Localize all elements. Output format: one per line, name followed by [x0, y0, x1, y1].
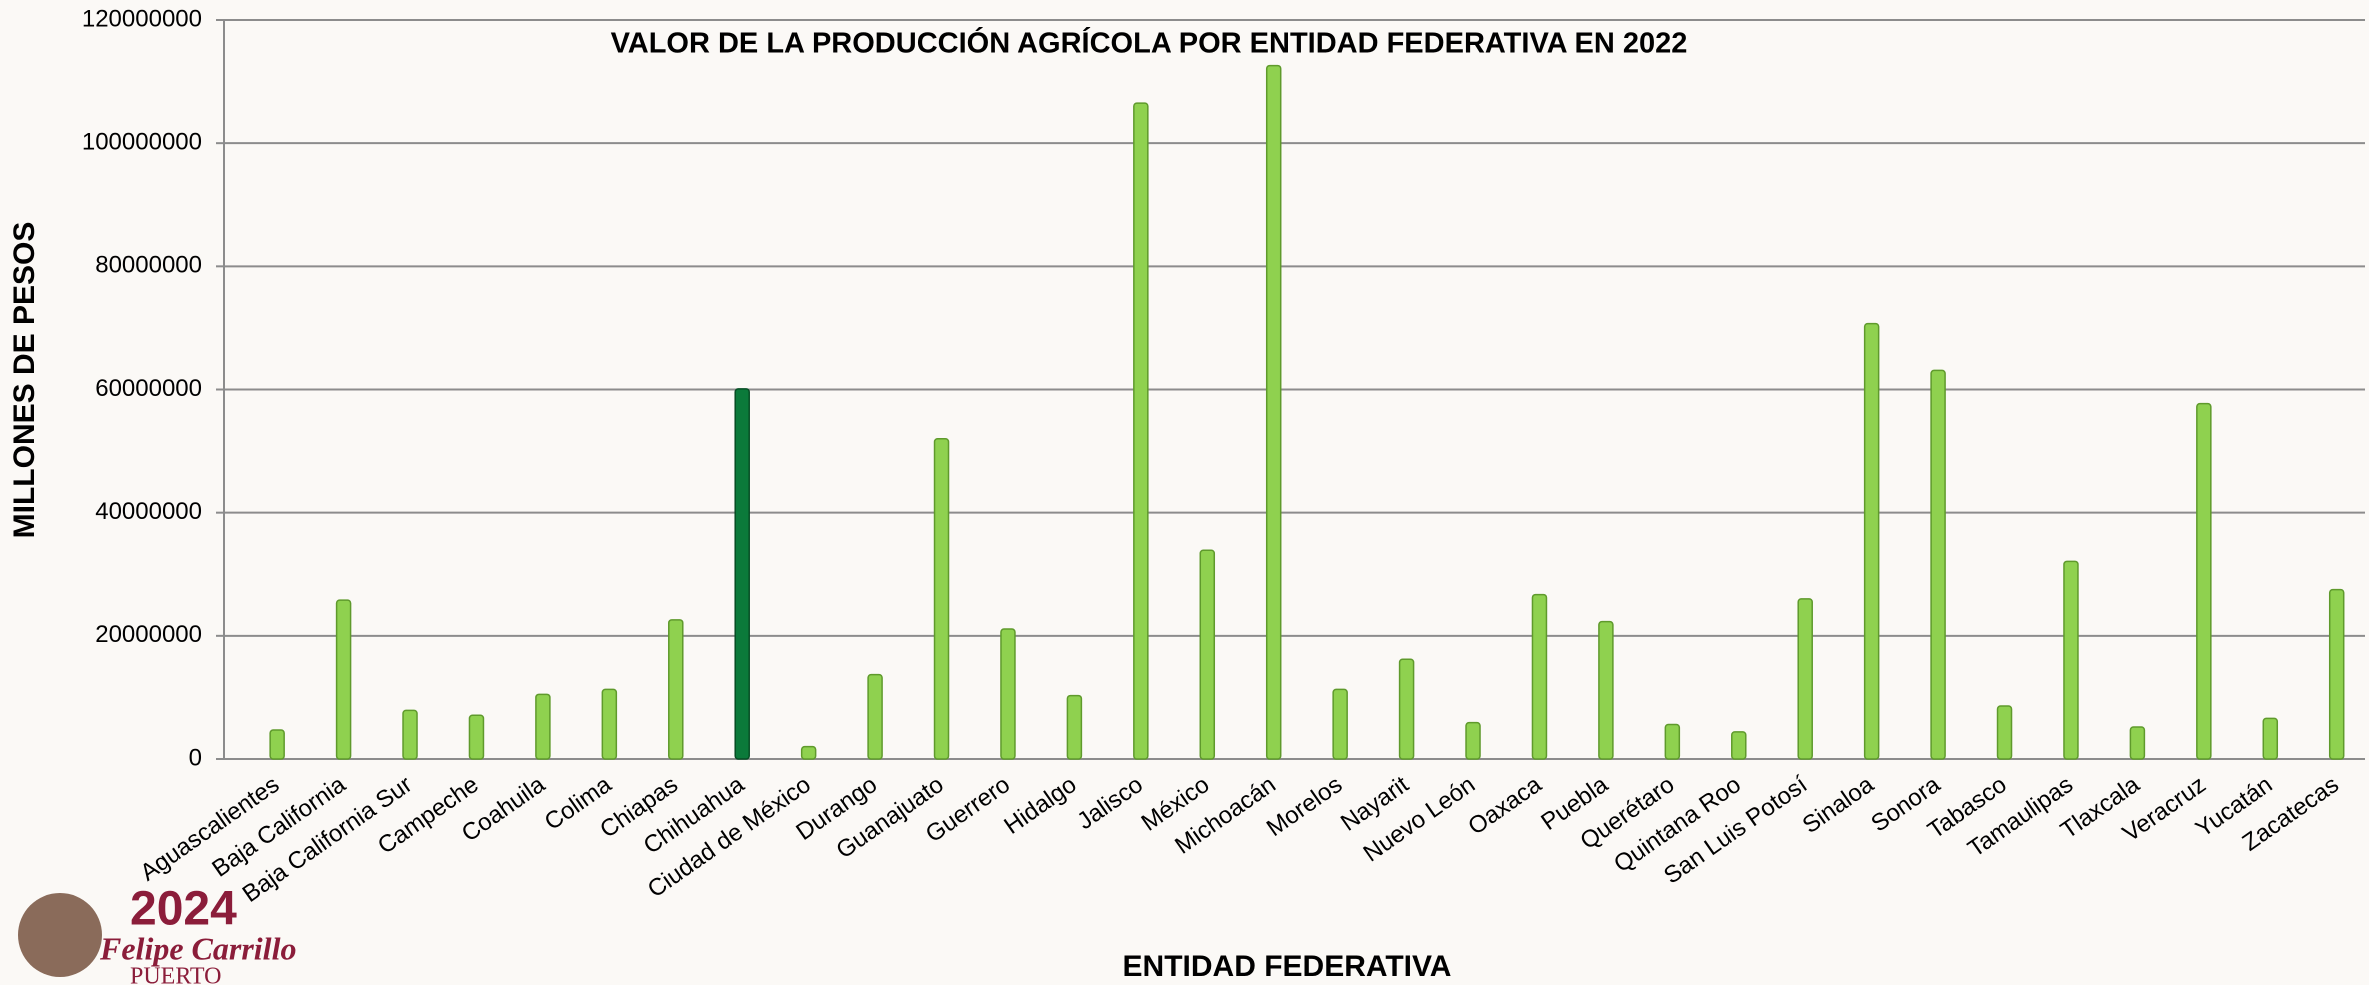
y-tick-label: 60000000: [95, 375, 202, 402]
bar: [602, 689, 616, 759]
y-tick-label: 120000000: [82, 5, 202, 32]
bar: [669, 620, 683, 759]
bar: [1998, 706, 2012, 759]
chart: VALOR DE LA PRODUCCIÓN AGRÍCOLA POR ENTI…: [0, 0, 2369, 985]
bar: [935, 439, 949, 759]
logo-name: Felipe Carrillo: [99, 930, 296, 966]
bar: [2064, 561, 2078, 759]
logo-year: 2024: [130, 883, 237, 936]
bar: [735, 389, 749, 759]
y-tick-label: 40000000: [95, 498, 202, 525]
bar: [1665, 725, 1679, 759]
bar: [868, 675, 882, 759]
bar: [1466, 723, 1480, 759]
bar: [536, 694, 550, 759]
y-tick-label: 80000000: [95, 252, 202, 279]
bar: [1532, 595, 1546, 759]
bar: [1067, 696, 1081, 759]
logo-place: PUERTO: [130, 964, 221, 985]
bar: [1599, 622, 1613, 759]
bar: [1400, 659, 1414, 759]
y-tick-label: 20000000: [95, 621, 202, 648]
y-tick-label: 0: [189, 744, 202, 771]
bar: [1200, 550, 1214, 759]
bar: [2330, 590, 2344, 759]
chart-title: VALOR DE LA PRODUCCIÓN AGRÍCOLA POR ENTI…: [611, 26, 1688, 60]
bar: [1267, 66, 1281, 759]
page: VALOR DE LA PRODUCCIÓN AGRÍCOLA POR ENTI…: [0, 0, 2369, 985]
x-axis-label: ENTIDAD FEDERATIVA: [1123, 950, 1452, 983]
bar: [2130, 727, 2144, 759]
bar: [802, 747, 816, 759]
bar: [1931, 370, 1945, 759]
y-axis-label: MILLONES DE PESOS: [8, 222, 41, 539]
bar: [337, 600, 351, 759]
bar: [469, 715, 483, 759]
bar: [2263, 718, 2277, 759]
logo-portrait: [18, 893, 102, 977]
bar: [403, 710, 417, 759]
bar: [2197, 404, 2211, 759]
bar: [1333, 689, 1347, 759]
bar: [1865, 324, 1879, 759]
bar: [270, 730, 284, 759]
bar: [1732, 732, 1746, 759]
y-tick-label: 100000000: [82, 129, 202, 156]
bar: [1134, 103, 1148, 759]
bar: [1798, 599, 1812, 759]
bar: [1001, 629, 1015, 759]
